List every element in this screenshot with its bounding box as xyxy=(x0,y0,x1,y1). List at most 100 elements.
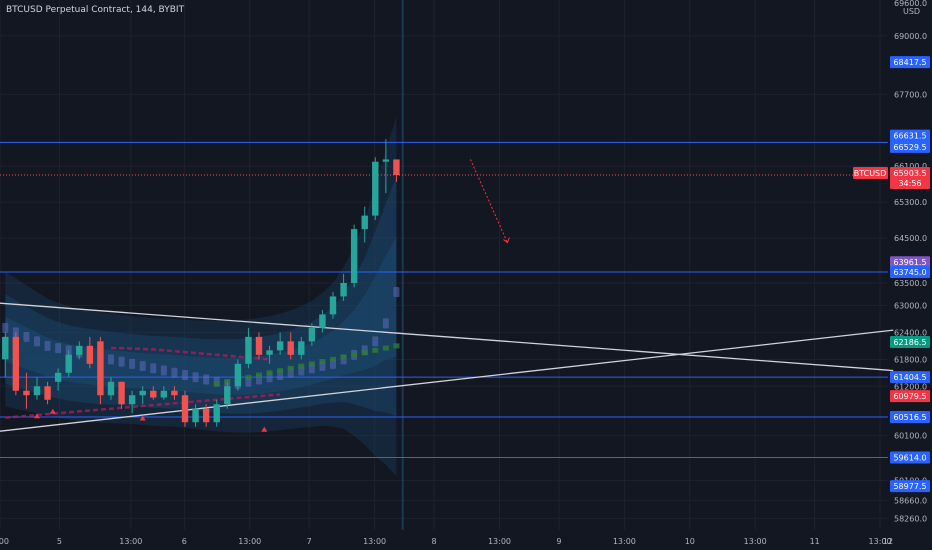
time-tick-label: 11 xyxy=(810,537,820,546)
signal-marker xyxy=(34,413,40,419)
candle-up xyxy=(160,390,168,398)
price-tick-label: 69000.0 xyxy=(894,32,927,41)
band-edge xyxy=(401,0,404,530)
candle-down xyxy=(23,390,30,396)
ma-blue-segment xyxy=(171,367,178,378)
trend-lines xyxy=(0,302,894,432)
price-tick-label: 63000.0 xyxy=(894,301,927,310)
ma-blue-segment xyxy=(129,358,136,369)
price-tag-label: 59614.0 xyxy=(893,454,926,463)
ma-blue-segment xyxy=(382,318,389,329)
candle-up xyxy=(54,372,62,382)
candle-down xyxy=(44,386,51,400)
price-tag-label: 58977.5 xyxy=(893,482,926,491)
arrow-head xyxy=(503,237,510,244)
ma-blue-segment xyxy=(44,340,51,351)
candle-down xyxy=(255,336,263,355)
signal-marker xyxy=(139,415,146,421)
ma-blue-segment xyxy=(2,322,9,333)
price-axis-top-label: 69600.0 xyxy=(894,0,927,8)
ma-green-segment xyxy=(298,363,305,369)
ma-green-segment xyxy=(308,361,315,367)
candle-up xyxy=(2,336,9,360)
candle-up xyxy=(224,386,231,405)
price-tag xyxy=(890,390,930,403)
ma-blue-segment xyxy=(23,331,30,342)
time-tick-label: 9 xyxy=(556,537,561,546)
time-tick-label: 7 xyxy=(307,537,312,546)
price-tag xyxy=(890,371,930,384)
time-tick-label: 5 xyxy=(57,537,62,546)
countdown-label: 34:56 xyxy=(898,179,921,188)
ma-green-segment xyxy=(213,381,220,387)
price-tag xyxy=(890,129,930,142)
candle-down xyxy=(97,341,104,396)
trend-line-descending xyxy=(0,302,894,372)
candle-up xyxy=(76,345,83,355)
time-axis[interactable]: 3:00 5 13:00 6 13:00 7 13:00 8 13:00 9 13:00 10 13:0… xyxy=(0,537,893,546)
price-tick-label: 64500.0 xyxy=(894,234,927,243)
ma-green-segment xyxy=(340,354,347,360)
price-tick-label: 62400.0 xyxy=(894,328,927,337)
candle-down xyxy=(12,336,20,391)
time-tick-label: 13:00 xyxy=(869,537,892,546)
ma-green-segment xyxy=(351,352,358,358)
time-tick-label: 10 xyxy=(685,537,695,546)
price-tag-label: 60516.5 xyxy=(893,413,926,422)
ma-blue-segment xyxy=(118,356,125,367)
candlestick-series xyxy=(2,139,400,427)
ma-green-segment xyxy=(319,359,326,365)
time-tick-label: 8 xyxy=(432,537,437,546)
candle-up xyxy=(372,161,379,216)
signal-marker xyxy=(49,408,56,414)
candle-up xyxy=(361,215,368,230)
time-tick-label: 13:00 xyxy=(119,537,142,546)
chart-title: BTCUSD Perpetual Contract, 144, BYBIT xyxy=(6,5,185,15)
candle-up xyxy=(329,296,337,315)
price-tag-label: 66529.5 xyxy=(893,143,926,152)
time-tick-label: 13:00 xyxy=(488,537,511,546)
ma-blue-segment xyxy=(192,372,199,383)
candle-down xyxy=(202,408,210,423)
price-axis-currency: USD xyxy=(903,7,920,16)
time-tick-label: 13:00 xyxy=(238,537,261,546)
symbol-tag-label: BTCUSD xyxy=(854,169,887,178)
price-tick-label: 60100.0 xyxy=(894,432,927,441)
price-tick-label: 66100.0 xyxy=(894,162,927,171)
price-tag xyxy=(890,265,930,278)
candle-up xyxy=(276,341,284,351)
ma-blue-segment xyxy=(55,343,62,354)
ma-green-segment xyxy=(266,370,273,376)
plot-background xyxy=(0,0,888,530)
candle-up xyxy=(33,386,41,396)
ma-green-segment xyxy=(330,356,336,362)
price-tag-label: 68417.5 xyxy=(893,58,926,67)
candle-up xyxy=(340,282,347,297)
candle-up xyxy=(234,363,242,387)
ma-dashed-upper xyxy=(111,346,270,361)
ma-blue-segment xyxy=(372,336,379,347)
ma-blue-segment xyxy=(203,374,210,385)
price-tick-label: 58660.0 xyxy=(894,496,927,505)
candle-up xyxy=(298,341,305,355)
horizontal-levels xyxy=(0,141,888,459)
price-tag xyxy=(890,335,930,348)
ma-green-segment xyxy=(287,365,294,371)
price-tag-label: 63745.0 xyxy=(893,268,926,277)
candle-up xyxy=(382,159,390,162)
candle-up xyxy=(266,350,273,355)
price-tag xyxy=(890,256,930,269)
candle-up xyxy=(128,395,136,405)
price-tag-label: 61404.5 xyxy=(893,373,926,382)
candle-up xyxy=(319,314,326,328)
price-tag-label: 62186.5 xyxy=(893,338,926,347)
current-price-tag xyxy=(890,167,930,190)
price-tick-label: 61800.0 xyxy=(894,355,927,364)
ma-green-segment xyxy=(277,368,284,374)
ma-dashed-lower xyxy=(5,393,281,419)
signal-markers xyxy=(34,159,510,432)
ma-blue-segment xyxy=(150,363,157,374)
price-tick-label: 58260.0 xyxy=(894,514,927,523)
